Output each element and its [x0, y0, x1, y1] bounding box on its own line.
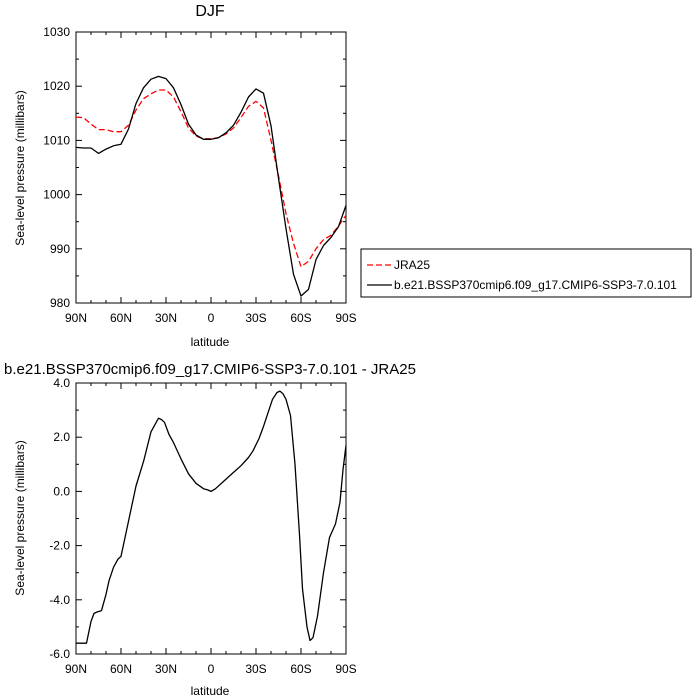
- bottom-chart-x-axis-label: latitude: [191, 684, 230, 698]
- top-chart-series: [75, 75, 347, 297]
- top-chart-series-line-0: [75, 89, 347, 268]
- legend-box: [360, 248, 692, 298]
- top-chart-series-line-1: [75, 75, 347, 297]
- bottom-chart-series: [76, 390, 347, 644]
- bottom-chart-y-tick-label: -2.0: [49, 539, 70, 553]
- top-chart-title: DJF: [195, 3, 225, 20]
- top-chart-y-tick-label: 980: [50, 296, 70, 310]
- bottom-chart-y-tick-label: -6.0: [49, 647, 70, 661]
- top-chart-plot-frame: [75, 31, 347, 304]
- top-chart-y-tick-label: 1010: [43, 133, 70, 147]
- top-chart-y-tick-label: 990: [50, 242, 70, 256]
- bottom-chart-x-tick-label: 30N: [155, 662, 177, 676]
- top-chart-x-axis-label: latitude: [191, 335, 230, 349]
- bottom-chart: b.e21.BSSP370cmip6.f09_g17.CMIP6-SSP3-7.…: [4, 361, 416, 698]
- bottom-chart-x-tick-label: 30S: [245, 662, 266, 676]
- bottom-chart-y-ticks: -6.0 -4.0 -2.0 0.0 2.0 4.0: [49, 376, 346, 661]
- top-chart-x-tick-label: 60S: [290, 311, 311, 325]
- bottom-chart-y-tick-label: 2.0: [53, 430, 70, 444]
- bottom-chart-y-tick-label: 0.0: [53, 484, 70, 498]
- bottom-chart-x-tick-label: 60N: [110, 662, 132, 676]
- top-chart-x-tick-label: 60N: [110, 311, 132, 325]
- legend-label-jra25: JRA25: [394, 258, 430, 272]
- bottom-chart-y-tick-label: 4.0: [53, 376, 70, 390]
- legend-label-model: b.e21.BSSP370cmip6.f09_g17.CMIP6-SSP3-7.…: [394, 278, 677, 292]
- top-chart-y-tick-label: 1000: [43, 188, 70, 202]
- bottom-chart-x-ticks: 90N 60N 30N 0 30S 60S 90S: [65, 383, 357, 676]
- bottom-chart-x-tick-label: 60S: [290, 662, 311, 676]
- top-chart-x-tick-label: 90S: [335, 311, 356, 325]
- bottom-chart-x-tick-label: 90N: [65, 662, 87, 676]
- bottom-chart-y-tick-label: -4.0: [49, 593, 70, 607]
- top-chart: DJF 90N 60N 30N 0 30S 60S 90S 980 990 1000 1010 10…: [13, 3, 357, 349]
- bottom-chart-y-axis-label: Sea-level pressure (millibars): [13, 440, 27, 595]
- top-chart-x-tick-label: 0: [208, 311, 215, 325]
- legend: JRA25 b.e21.BSSP370cmip6.f09_g17.CMIP6-S…: [360, 248, 692, 298]
- top-chart-x-tick-label: 90N: [65, 311, 87, 325]
- top-chart-y-axis-label: Sea-level pressure (millibars): [13, 90, 27, 245]
- top-chart-y-ticks: 980 990 1000 1010 1020 1030: [43, 25, 346, 310]
- top-chart-x-tick-label: 30S: [245, 311, 266, 325]
- bottom-chart-x-tick-label: 0: [208, 662, 215, 676]
- top-chart-y-tick-label: 1030: [43, 25, 70, 39]
- top-chart-x-tick-label: 30N: [155, 311, 177, 325]
- top-chart-y-tick-label: 1020: [43, 79, 70, 93]
- bottom-chart-title: b.e21.BSSP370cmip6.f09_g17.CMIP6-SSP3-7.…: [4, 361, 416, 378]
- bottom-chart-series-line-0: [76, 390, 347, 644]
- bottom-chart-x-tick-label: 90S: [335, 662, 356, 676]
- top-chart-x-ticks: 90N 60N 30N 0 30S 60S 90S: [65, 32, 357, 325]
